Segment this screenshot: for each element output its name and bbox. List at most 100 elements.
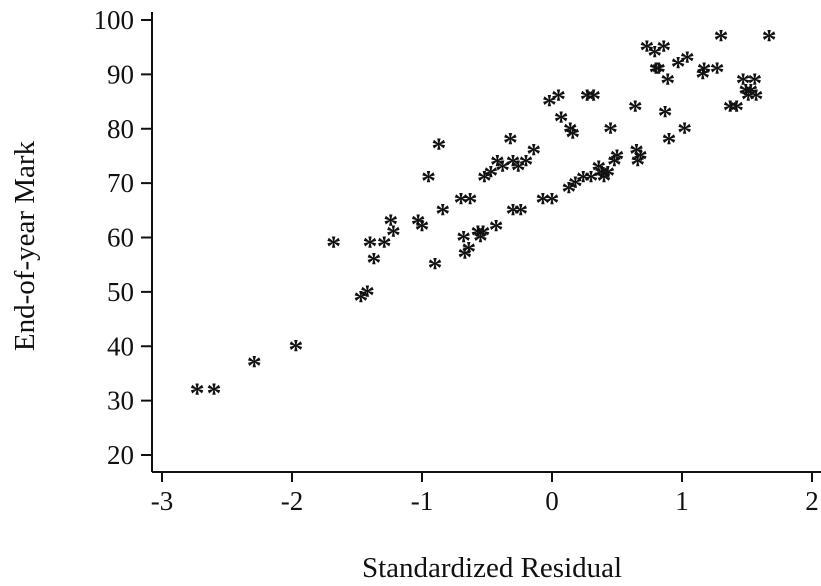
data-point: * (610, 143, 625, 176)
data-point: * (568, 170, 583, 203)
data-point: * (454, 186, 469, 219)
data-points: * ** ********* ****** **********************… (190, 23, 777, 409)
data-point: * (463, 186, 478, 219)
data-point: * (649, 56, 664, 89)
x-tick-label: -1 (411, 486, 434, 516)
data-point: * (729, 94, 744, 127)
data-point: * (377, 230, 392, 263)
y-axis-title: End-of-year Mark (9, 140, 41, 351)
data-point: * (190, 377, 205, 410)
data-point: * (603, 116, 618, 149)
data-point: * (695, 61, 710, 94)
data-point: * (513, 197, 528, 230)
data-point: * (576, 165, 591, 198)
data-point: * (489, 214, 504, 247)
x-axis-ticks: -3 -2 -1 0 1 2 (151, 472, 819, 516)
y-tick-label: 80 (107, 114, 134, 144)
y-tick-label: 30 (107, 386, 134, 416)
data-point: * (561, 176, 576, 209)
data-point: * (554, 105, 569, 138)
data-point: * (535, 186, 550, 219)
data-point: * (456, 225, 471, 258)
y-tick-label: 50 (107, 277, 134, 307)
x-tick-label: 0 (545, 486, 559, 516)
data-point: * (476, 219, 491, 252)
data-point: * (511, 154, 526, 187)
data-point: * (519, 148, 534, 181)
data-point: * (607, 148, 622, 181)
data-point: * (483, 159, 498, 192)
data-point: * (586, 83, 601, 116)
y-tick-label: 100 (94, 5, 135, 35)
data-point: * (677, 116, 692, 149)
data-point: * (526, 138, 541, 171)
data-point: * (386, 219, 401, 252)
data-point: * (470, 219, 485, 252)
data-point: * (506, 148, 521, 181)
data-point: * (738, 78, 753, 111)
data-point: * (600, 159, 615, 192)
data-point: * (723, 94, 738, 127)
data-point: * (660, 67, 675, 100)
data-point: * (363, 230, 378, 263)
data-point: * (207, 377, 222, 410)
data-point: * (565, 121, 580, 154)
x-axis-title: Standardized Residual (362, 552, 622, 584)
data-point: * (629, 138, 644, 171)
data-point: * (495, 154, 510, 187)
data-point: * (680, 45, 695, 78)
data-point: * (597, 165, 612, 198)
data-point: * (710, 56, 725, 89)
data-point: * (415, 214, 430, 247)
data-point: * (490, 148, 505, 181)
y-axis-ticks: 20 30 40 50 60 70 80 90 100 (94, 5, 152, 470)
data-point: * (326, 230, 341, 263)
data-point: * (633, 143, 648, 176)
data-point: * (503, 127, 518, 160)
data-point: * (628, 94, 643, 127)
data-point: * (639, 34, 654, 67)
data-point: * (714, 23, 729, 56)
data-point: * (366, 246, 381, 279)
data-point: * (741, 83, 756, 116)
data-point: * (749, 83, 764, 116)
data-point: * (662, 127, 677, 160)
data-point: * (431, 132, 446, 165)
data-point: * (697, 56, 712, 89)
data-point: * (551, 83, 566, 116)
data-point: * (658, 99, 673, 132)
data-point: * (411, 208, 426, 241)
data-point: * (563, 116, 578, 149)
data-point: * (580, 83, 595, 116)
data-point: * (473, 225, 488, 258)
data-point: * (288, 333, 303, 366)
data-point: * (435, 197, 450, 230)
data-point: * (360, 279, 375, 312)
data-point: * (651, 56, 666, 89)
data-point: * (743, 78, 758, 111)
data-point: * (584, 165, 599, 198)
data-point: * (457, 241, 472, 274)
data-point: * (506, 197, 521, 230)
data-point: * (383, 208, 398, 241)
y-tick-label: 60 (107, 223, 134, 253)
data-point: * (762, 23, 777, 56)
data-point: * (421, 165, 436, 198)
y-tick-label: 40 (107, 331, 134, 361)
y-tick-label: 70 (107, 168, 134, 198)
data-point: * (671, 51, 686, 84)
data-point: * (461, 235, 476, 268)
data-point: * (591, 154, 606, 187)
data-point: * (353, 284, 368, 317)
data-point: * (736, 67, 751, 100)
data-point: * (656, 34, 671, 67)
x-tick-label: -3 (151, 486, 174, 516)
data-point: * (647, 40, 662, 73)
data-point: * (477, 165, 492, 198)
data-point: * (247, 350, 262, 383)
data-point: * (594, 159, 609, 192)
x-tick-label: 2 (805, 486, 819, 516)
y-tick-label: 20 (107, 440, 134, 470)
data-point: * (428, 252, 443, 285)
